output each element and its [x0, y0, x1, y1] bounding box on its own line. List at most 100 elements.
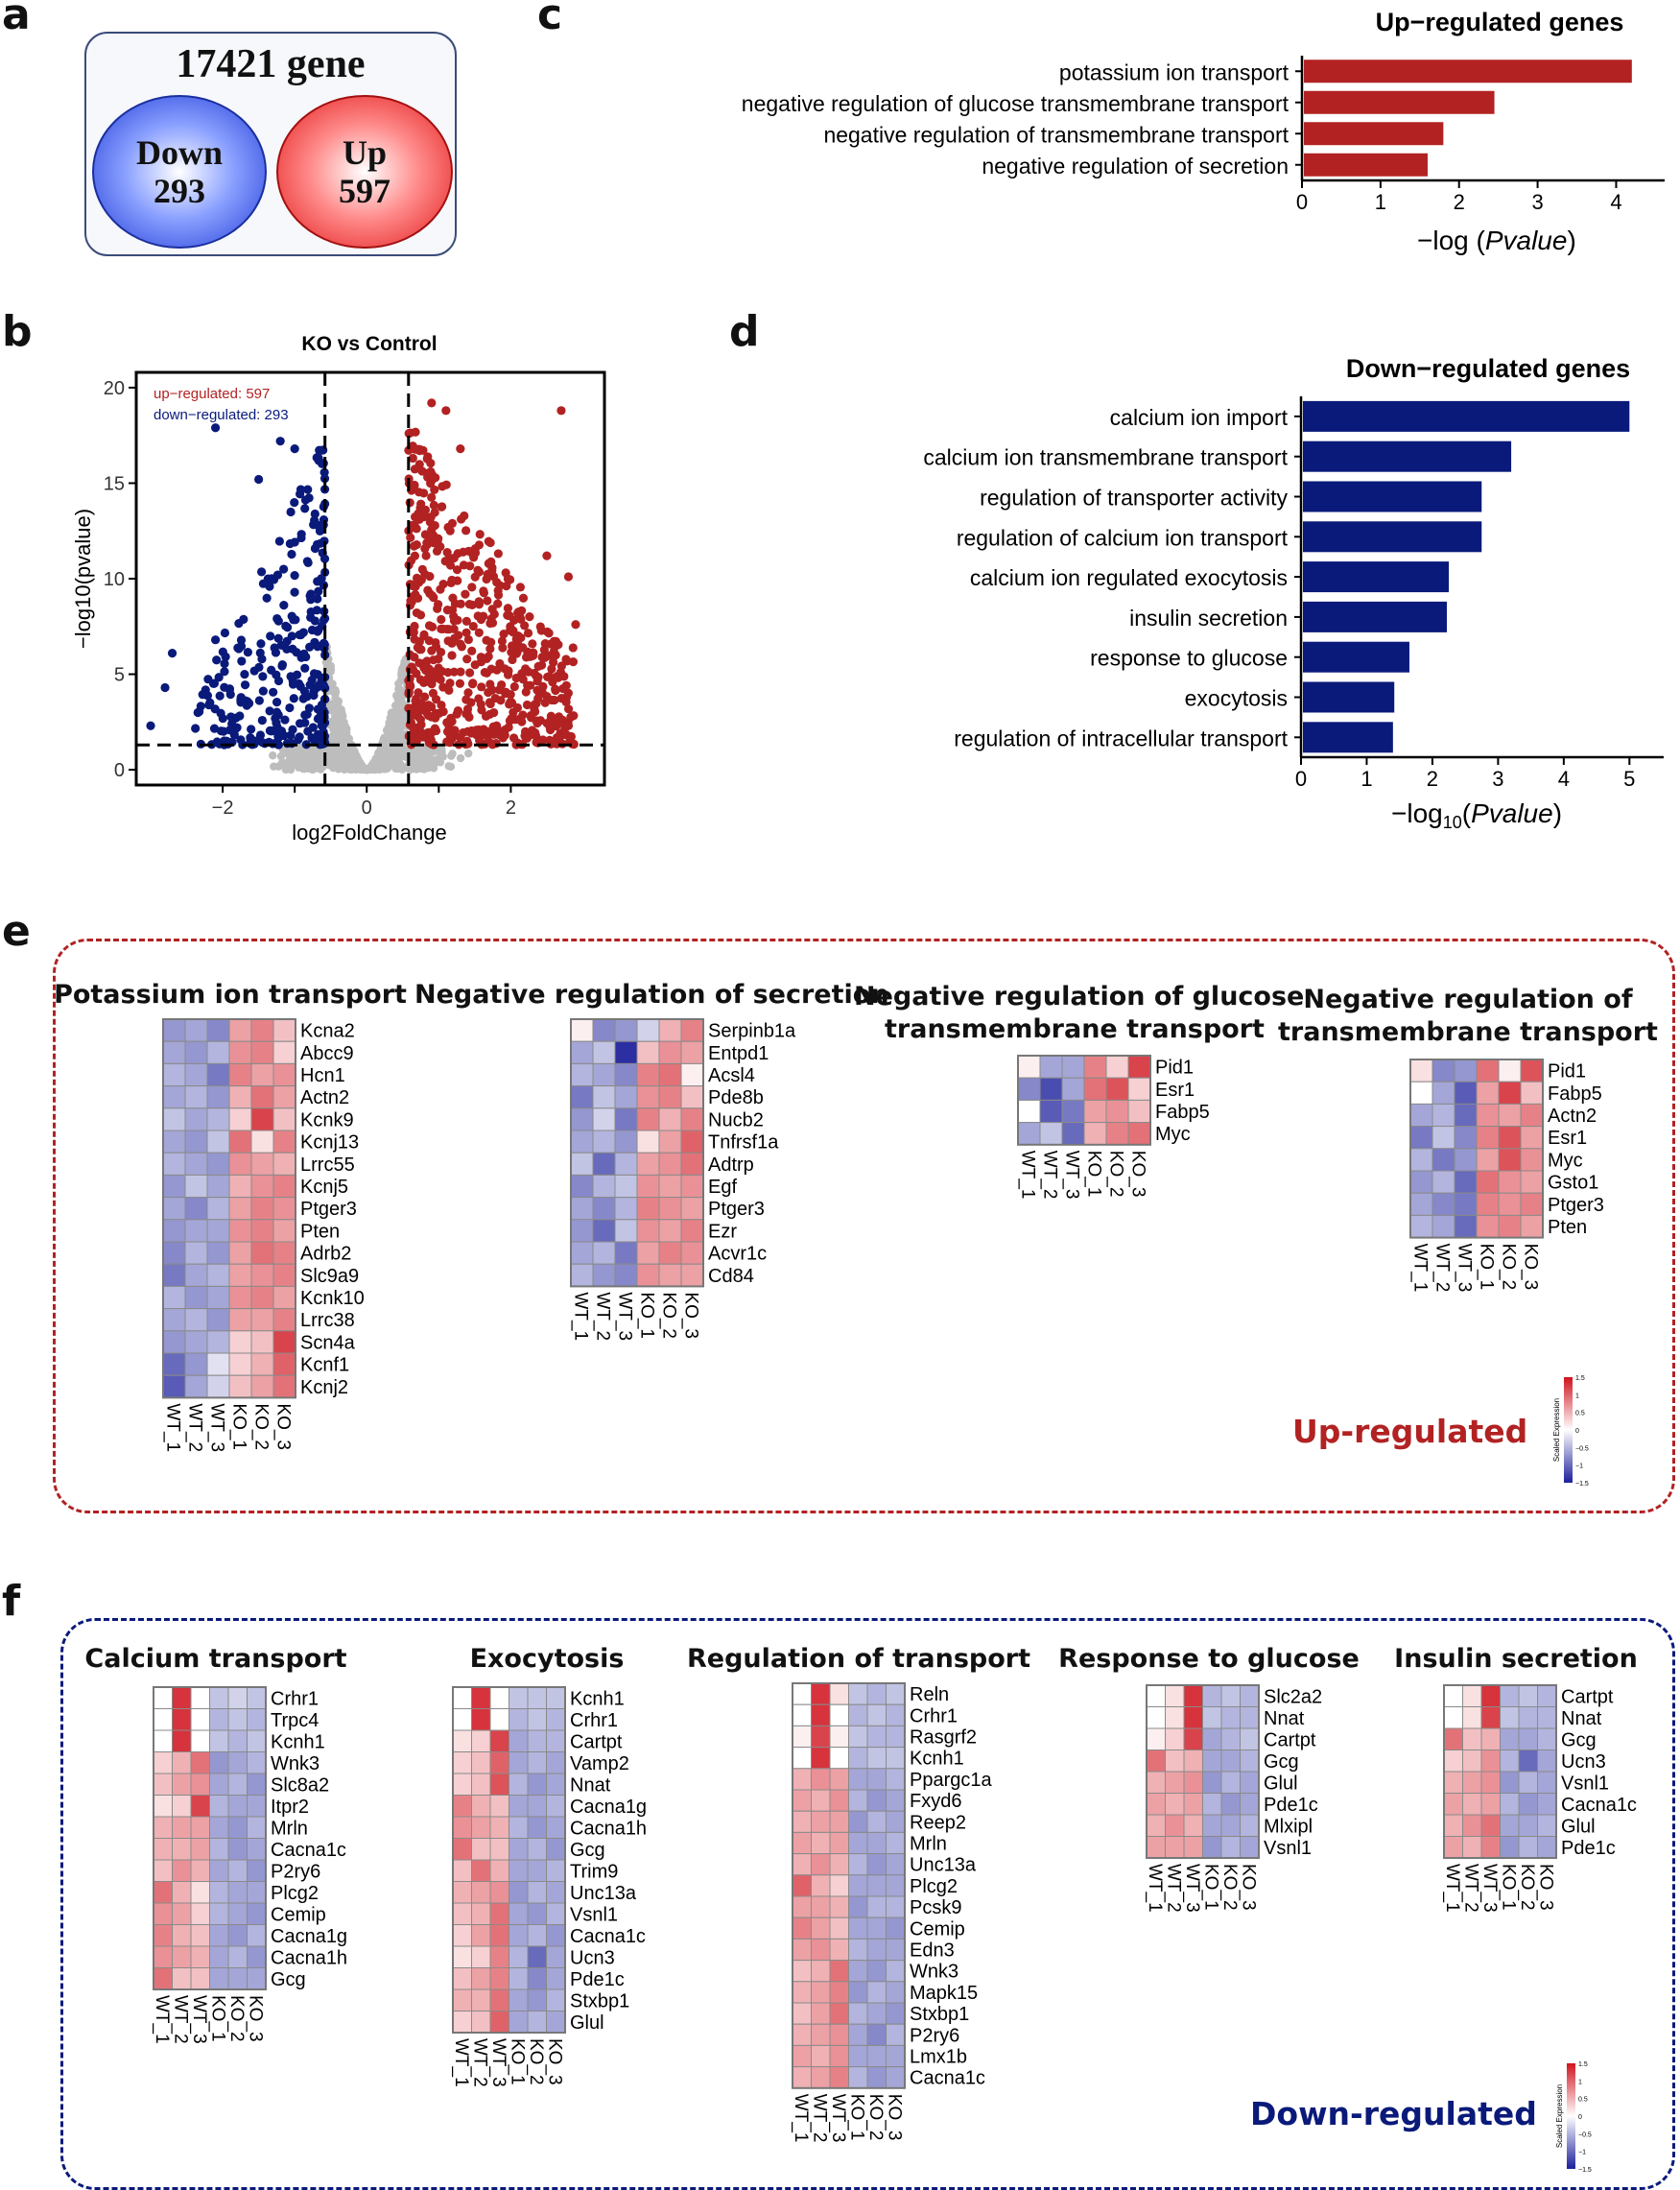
heatmap-f1-cell — [247, 1729, 267, 1752]
heatmap-f5-cell — [1443, 1771, 1463, 1794]
heatmap-f3-heatmap: RelnCrhr1Rasgrf2Kcnh1Ppargc1aFxyd6Reep2M… — [791, 1682, 992, 2143]
heatmap-f2-gene-label: Crhr1 — [570, 1710, 618, 1731]
heatmap-f4-gene-label: Pde1c — [1264, 1795, 1318, 1816]
heatmap-f2-cell — [489, 1686, 509, 1709]
heatmap-f3-cell — [848, 1916, 868, 1940]
heatmap-f2-cell — [546, 1795, 566, 1818]
heatmap-f3-cell — [866, 1831, 887, 1855]
heatmap-f1-cell — [247, 1967, 267, 1990]
heatmap-f3-cell — [866, 1703, 887, 1726]
heatmap-f2-cell — [452, 1795, 472, 1818]
heatmap-f4-cell — [1202, 1793, 1222, 1816]
volcano-point-ns — [340, 718, 348, 726]
heatmap-f2-cell — [471, 1924, 491, 1947]
heatmap-f1-gene-label: Kcnh1 — [271, 1731, 325, 1752]
heatmap-f2-cell — [546, 1708, 566, 1731]
chart-d-bar — [1303, 641, 1409, 673]
chart-c-x-label-italic: Pvalue — [1485, 226, 1568, 255]
heatmap-f1-cell — [227, 1708, 248, 1731]
heatmap-f5-gene-label: Cartpt — [1561, 1686, 1614, 1707]
heatmap-f3-cell — [848, 1682, 868, 1705]
heatmap-f5-cell — [1537, 1814, 1557, 1837]
heatmap-f3-cell — [848, 1725, 868, 1749]
heatmap-f3-cell — [829, 1916, 849, 1940]
volcano-point-ns — [416, 750, 425, 760]
heatmap-f3-cell — [886, 2023, 906, 2046]
heatmap-f4-cell — [1202, 1727, 1222, 1750]
heatmap-f2-cell — [527, 1838, 547, 1861]
heatmap-f1-sample-label: KO_2 — [226, 1995, 247, 2042]
volcano-point-ns — [269, 751, 277, 760]
volcano-point-ns — [397, 665, 407, 674]
heatmap-f2-gene-label: Gcg — [570, 1840, 605, 1861]
heatmap-f5-cell — [1500, 1771, 1520, 1794]
heatmap-f2-cell — [452, 1816, 472, 1839]
chart-c-category-label: negative regulation of glucose transmemb… — [742, 91, 1290, 116]
heatmap-f1-cell — [227, 1924, 248, 1947]
heatmap-f4-cell — [1146, 1727, 1166, 1750]
volcano-point-ns — [328, 683, 337, 693]
heatmap-f1-cell — [209, 1859, 229, 1882]
heatmap-f1-cell — [190, 1881, 210, 1904]
heatmap-f5-cell — [1443, 1836, 1463, 1859]
heatmap-f3-cell — [829, 1831, 849, 1855]
heatmap-f1-cell — [153, 1902, 173, 1925]
heatmap-f1-sample-label: KO_1 — [207, 1995, 227, 2042]
heatmap-f5-gene-label: Vsnl1 — [1561, 1773, 1609, 1794]
volcano-point-ns — [270, 762, 278, 771]
heatmap-f3-cell — [866, 1789, 887, 1812]
heatmap-f2-gene-label: Trim9 — [570, 1861, 618, 1882]
heatmap-f3-sample-label: WT_2 — [809, 2094, 829, 2143]
heatmap-f3-cell — [829, 1725, 849, 1749]
heatmap-f3-gene-label: Ppargc1a — [910, 1770, 992, 1791]
heatmap-f2-gene-label: Cacna1h — [570, 1818, 647, 1839]
volcano-point-ns — [419, 763, 429, 773]
heatmap-f2-cell — [546, 1686, 566, 1709]
panel-label-c: c — [537, 0, 563, 39]
heatmap-f1-cell — [153, 1945, 173, 1968]
volcano-point-ns — [326, 665, 336, 674]
up-label: Up — [342, 132, 388, 172]
heatmap-f2-cell — [471, 2011, 491, 2034]
heatmap-f2-cell — [527, 1859, 547, 1882]
heatmap-f2-sample-label: KO_1 — [507, 2038, 527, 2085]
chart-d-category-label: calcium ion regulated exocytosis — [970, 565, 1288, 590]
heatmap-f1-cell — [190, 1686, 210, 1709]
volcano-point-ns — [395, 711, 404, 720]
chart-d-x-tick-label: 2 — [1427, 767, 1438, 791]
up-ellipse: Up 597 — [276, 95, 453, 249]
chart-d-category-label: calcium ion transmembrane transport — [923, 445, 1288, 470]
heatmap-f5-cell — [1443, 1793, 1463, 1816]
chart-d-x-tick-label: 1 — [1361, 767, 1372, 791]
heatmap-f3-cell — [866, 1747, 887, 1770]
up-regulated-bar-chart: Up−regulated genes potassium ion transpo… — [742, 8, 1665, 255]
heatmap-f1-cell — [153, 1708, 173, 1731]
heatmap-f4-cell — [1202, 1684, 1222, 1707]
heatmap-f2-cell — [489, 1751, 509, 1774]
heatmap-f2-cell — [471, 1881, 491, 1904]
heatmap-f2-cell — [527, 1708, 547, 1731]
heatmap-f4-cell — [1240, 1793, 1260, 1816]
heatmap-f3-cell — [792, 1960, 812, 1983]
heatmap-f3-cell — [866, 1895, 887, 1918]
heatmap-f3-cell — [792, 2066, 812, 2089]
chart-c-x-tick-label: 1 — [1375, 190, 1386, 214]
heatmap-f3-gene-label: Stxbp1 — [910, 2004, 969, 2025]
heatmap-f4-cell — [1202, 1836, 1222, 1859]
heatmap-f2-gene-label: Pde1c — [570, 1969, 625, 1990]
heatmap-f5-cell — [1537, 1727, 1557, 1750]
volcano-point-ns — [447, 751, 456, 760]
heatmap-f4-cell — [1146, 1836, 1166, 1859]
volcano-point-ns — [338, 741, 347, 750]
heatmap-f1-cell — [209, 1902, 229, 1925]
heatmap-f3-cell — [829, 1938, 849, 1962]
heatmap-f1-gene-label: Cacna1g — [271, 1926, 347, 1947]
heatmap-f5-gene-label: Ucn3 — [1561, 1751, 1606, 1773]
chart-c-x-tick-label: 2 — [1454, 190, 1465, 214]
heatmap-f2-cell — [509, 1988, 529, 2011]
volcano-point-ns — [425, 755, 434, 765]
heatmap-f1-cell — [227, 1795, 248, 1818]
heatmap-f4-cell — [1183, 1836, 1203, 1859]
volcano-point-ns — [436, 746, 444, 754]
